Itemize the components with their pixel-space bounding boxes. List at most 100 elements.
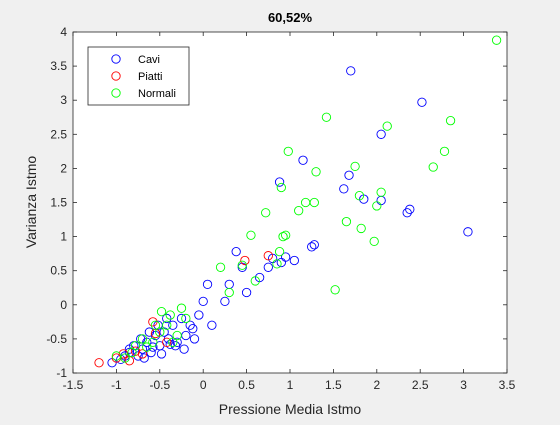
- x-axis-label: Pressione Media Istmo: [219, 401, 362, 417]
- data-point: [339, 184, 349, 194]
- data-point: [294, 206, 304, 216]
- data-point: [356, 223, 366, 234]
- data-point: [330, 285, 340, 295]
- legend-box: [87, 46, 190, 106]
- legend-marker: [111, 71, 121, 81]
- y-tick-label: -0.5: [46, 332, 67, 346]
- data-point: [133, 351, 143, 361]
- data-point: [276, 182, 286, 193]
- data-point: [142, 342, 152, 352]
- data-point: [237, 260, 247, 270]
- data-point: [274, 246, 285, 257]
- data-point: [148, 342, 158, 352]
- x-tick-label: 3.5: [499, 378, 516, 392]
- data-point: [124, 344, 135, 354]
- data-point: [241, 287, 252, 298]
- data-points: [94, 35, 502, 368]
- data-point: [307, 242, 317, 252]
- data-point: [346, 66, 356, 76]
- data-point: [309, 197, 319, 208]
- y-tick-label: 2: [60, 161, 67, 175]
- data-point: [170, 341, 181, 351]
- data-point: [402, 208, 412, 218]
- y-tick-label: 0: [60, 298, 67, 312]
- data-point: [118, 349, 128, 359]
- data-point: [176, 303, 187, 313]
- data-point: [354, 191, 365, 201]
- data-point: [344, 170, 354, 180]
- data-point: [382, 121, 392, 131]
- data-point: [162, 313, 172, 324]
- data-point: [231, 246, 241, 257]
- x-tick-label: 3: [460, 378, 467, 392]
- data-point: [250, 276, 260, 286]
- data-point: [150, 320, 161, 330]
- data-point: [369, 236, 379, 247]
- axis-tick-labels: -1.5 -1 -0.5 0 0.5 1 1.5 2 2.5 3 3.5-1-0.500.511.5…: [46, 25, 515, 392]
- data-point: [148, 317, 158, 327]
- data-point: [172, 330, 182, 341]
- data-point: [224, 287, 234, 298]
- data-point: [281, 230, 291, 240]
- y-tick-label: 3: [60, 93, 67, 107]
- legend-marker: [111, 88, 121, 98]
- data-point: [165, 310, 175, 320]
- data-point: [162, 337, 172, 347]
- data-point: [215, 262, 226, 272]
- data-point: [188, 324, 198, 334]
- data-point: [202, 279, 213, 289]
- data-point: [463, 227, 473, 237]
- data-point: [181, 313, 191, 324]
- legend-label: Normali: [138, 88, 176, 100]
- axis-ticks: [72, 31, 508, 374]
- data-point: [263, 262, 273, 272]
- data-point: [237, 262, 247, 272]
- data-point: [311, 167, 321, 177]
- data-point: [376, 129, 386, 139]
- chart-title: 60,52%: [268, 10, 313, 25]
- data-point: [309, 240, 319, 250]
- data-point: [281, 252, 291, 262]
- data-point: [207, 320, 217, 330]
- data-point: [321, 112, 332, 122]
- x-tick-label: 1: [287, 378, 294, 392]
- legend-marker: [111, 54, 121, 64]
- data-point: [246, 230, 256, 240]
- data-point: [439, 146, 450, 157]
- x-tick-label: -0.5: [149, 378, 170, 392]
- data-point: [278, 231, 288, 242]
- data-point: [350, 161, 360, 172]
- legend-label: Cavi: [138, 54, 160, 66]
- data-point: [94, 358, 104, 368]
- data-point: [139, 353, 149, 363]
- data-point: [144, 327, 155, 337]
- data-point: [283, 146, 293, 157]
- data-point: [405, 204, 415, 214]
- data-point: [120, 353, 130, 363]
- data-point: [111, 351, 122, 361]
- x-tick-label: -1.5: [63, 378, 84, 392]
- y-tick-label: -1: [56, 366, 67, 380]
- data-point: [155, 327, 165, 337]
- data-point: [156, 306, 167, 317]
- y-tick-label: 0.5: [50, 264, 67, 278]
- data-point: [372, 201, 382, 211]
- x-tick-label: 1.5: [325, 378, 342, 392]
- y-tick-label: 4: [60, 25, 67, 39]
- y-tick-label: 3.5: [50, 59, 67, 73]
- data-point: [341, 216, 352, 227]
- data-point: [376, 187, 386, 197]
- data-point: [159, 327, 169, 337]
- data-point: [240, 255, 250, 266]
- data-point: [185, 320, 195, 330]
- x-tick-label: 2: [373, 378, 380, 392]
- data-point: [491, 35, 502, 45]
- data-point: [168, 337, 178, 347]
- data-point: [168, 320, 178, 330]
- data-point: [261, 208, 271, 218]
- x-tick-label: -1: [111, 378, 122, 392]
- data-point: [263, 251, 273, 261]
- data-point: [137, 349, 148, 359]
